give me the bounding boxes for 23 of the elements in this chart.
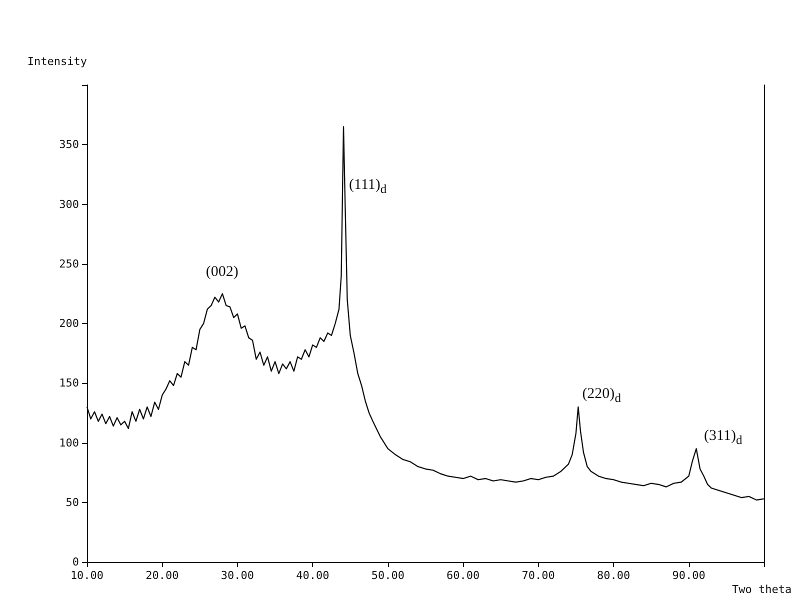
y-tick-label: 150: [59, 376, 79, 390]
x-tick-label: 60.00: [446, 569, 480, 582]
y-tick-label: 0: [72, 556, 79, 568]
x-tick-label: 70.00: [522, 569, 555, 582]
annotation: (311)$_{d}$: [704, 428, 742, 447]
annotation: (002): [206, 264, 238, 280]
y-axis-title: Intensity: [27, 55, 88, 68]
x-tick-label: 40.00: [296, 569, 330, 582]
x-tick-label: 10.00: [70, 569, 104, 582]
y-tick-label: 200: [59, 317, 79, 330]
y-tick-label: 50: [66, 496, 79, 509]
annotation: (111)$_{d}$: [349, 177, 387, 196]
y-tick-label: 250: [59, 257, 79, 270]
x-tick-label: 90.00: [672, 569, 706, 582]
x-axis-title: Two theta: [732, 583, 792, 596]
y-tick-label: 350: [59, 138, 79, 152]
x-tick-label: 30.00: [220, 569, 254, 582]
y-tick-label: 300: [59, 198, 79, 211]
x-tick-label: 80.00: [596, 569, 630, 582]
x-tick-label: 50.00: [371, 569, 404, 582]
y-tick-label: 100: [59, 436, 79, 450]
x-tick-label: 20.00: [146, 569, 179, 582]
annotation: (220)$_{d}$: [582, 386, 621, 405]
